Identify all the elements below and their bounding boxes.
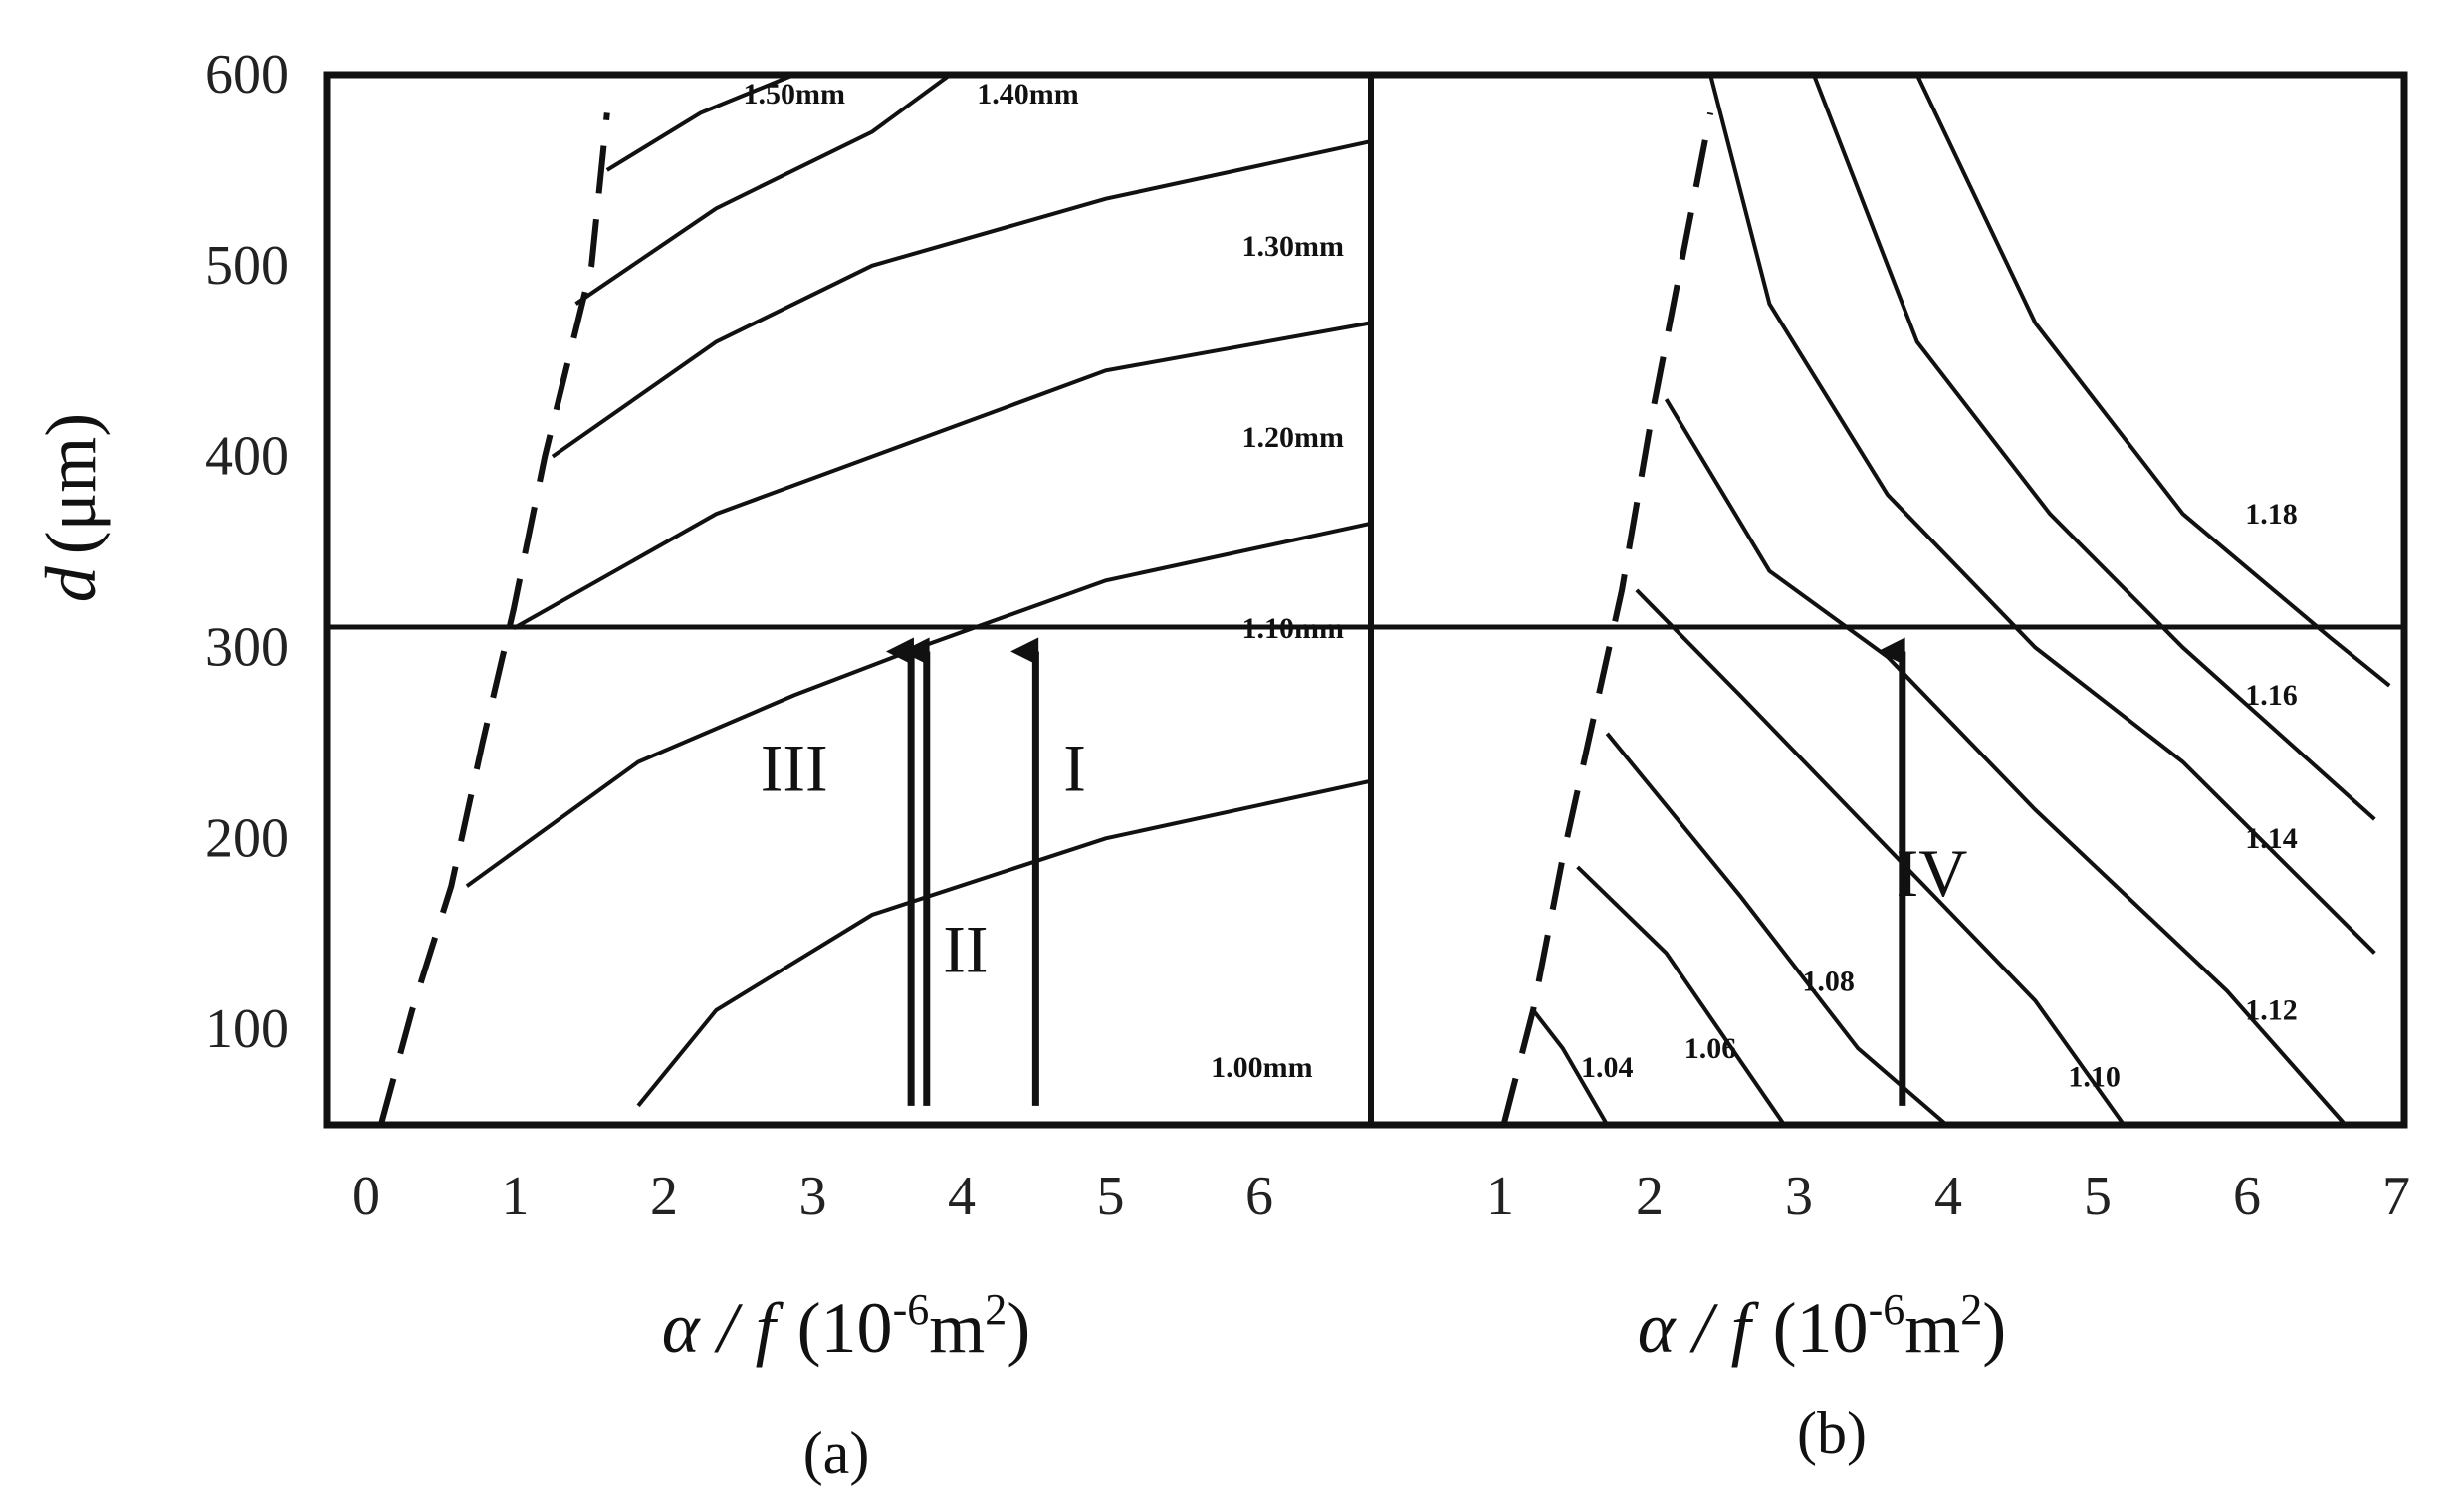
contour-label: 1.20mm	[1241, 421, 1343, 454]
contour-label: 1.16	[2245, 679, 2298, 712]
x-tick-label: 1	[1486, 1166, 1514, 1227]
dashed-boundary	[377, 112, 610, 1126]
x-tick-label: 4	[1934, 1166, 1962, 1227]
arrow-label: I	[1063, 730, 1086, 805]
contour-label: 1.04	[1581, 1051, 1634, 1084]
panel-a: 0 1 2 3 4 5 6 100 200 300 400 500 600 1.50mm 1.40mm 1.3…	[205, 44, 1372, 1227]
x-tick-label: 3	[1785, 1166, 1813, 1227]
contour-line	[574, 73, 952, 306]
y-tick-label: 600	[205, 44, 289, 106]
panel-label-a: (a)	[803, 1420, 870, 1486]
contour-label: 1.40mm	[977, 78, 1078, 110]
contour-line	[1664, 398, 2348, 1127]
x-tick-label: 4	[948, 1166, 976, 1227]
y-tick-label: 400	[205, 426, 289, 488]
x-tick-label: 0	[352, 1166, 380, 1227]
contour-line	[1605, 732, 1948, 1127]
contour-label: 1.06	[1684, 1032, 1737, 1065]
x-tick-label: 5	[1097, 1166, 1125, 1227]
contour-line	[465, 521, 1372, 888]
contour-label: 1.00mm	[1211, 1051, 1312, 1084]
arrow-label: II	[943, 912, 988, 987]
x-tick-label: 2	[1636, 1166, 1664, 1227]
contour-label: 1.50mm	[743, 78, 844, 110]
contour-line	[1812, 74, 2376, 821]
contour-line	[551, 139, 1372, 459]
x-tick-label: 2	[650, 1166, 678, 1227]
y-tick-label: 200	[205, 807, 289, 869]
contour-line	[605, 73, 795, 172]
x-tick-label: 6	[1245, 1166, 1273, 1227]
y-tick-label: 500	[205, 235, 289, 297]
xlabel-b: α / f (10-6m2)	[1638, 1285, 2006, 1368]
contour-line	[1708, 74, 2376, 955]
contour-line	[512, 321, 1372, 631]
contour-line	[1914, 74, 2391, 688]
contour-label: 1.10	[2068, 1061, 2121, 1094]
contour-label: 1.18	[2245, 498, 2298, 531]
y-tick-label: 100	[205, 998, 289, 1060]
x-tick-label: 6	[2233, 1166, 2261, 1227]
panel-label-b: (b)	[1797, 1401, 1867, 1466]
x-tick-label: 3	[799, 1166, 827, 1227]
contour-label: 1.08	[1802, 966, 1855, 998]
x-tick-label: 1	[502, 1166, 530, 1227]
contour-label: 1.30mm	[1241, 230, 1343, 263]
x-tick-label: 7	[2382, 1166, 2410, 1227]
y-tick-label: 300	[205, 616, 289, 678]
plot-frame	[323, 71, 2408, 1129]
xlabel-a: α / f (10-6m2)	[662, 1285, 1030, 1368]
arrow-label: IV	[1897, 835, 1968, 911]
contour-line	[1635, 588, 2126, 1127]
contour-line	[1576, 865, 1786, 1127]
contour-line	[1531, 1008, 1610, 1127]
contour-label: 1.14	[2245, 822, 2298, 855]
ylabel: d(μm)	[31, 413, 111, 603]
x-tick-label: 5	[2084, 1166, 2112, 1227]
arrow-label: III	[761, 730, 828, 805]
panel-b: 1 2 3 4 5 6 7 1.04 1.06 1.08 1.10 1.12 1.14 1.16 1.18 I…	[1486, 74, 2410, 1227]
contour-line	[636, 778, 1372, 1108]
contour-label: 1.12	[2245, 994, 2298, 1027]
